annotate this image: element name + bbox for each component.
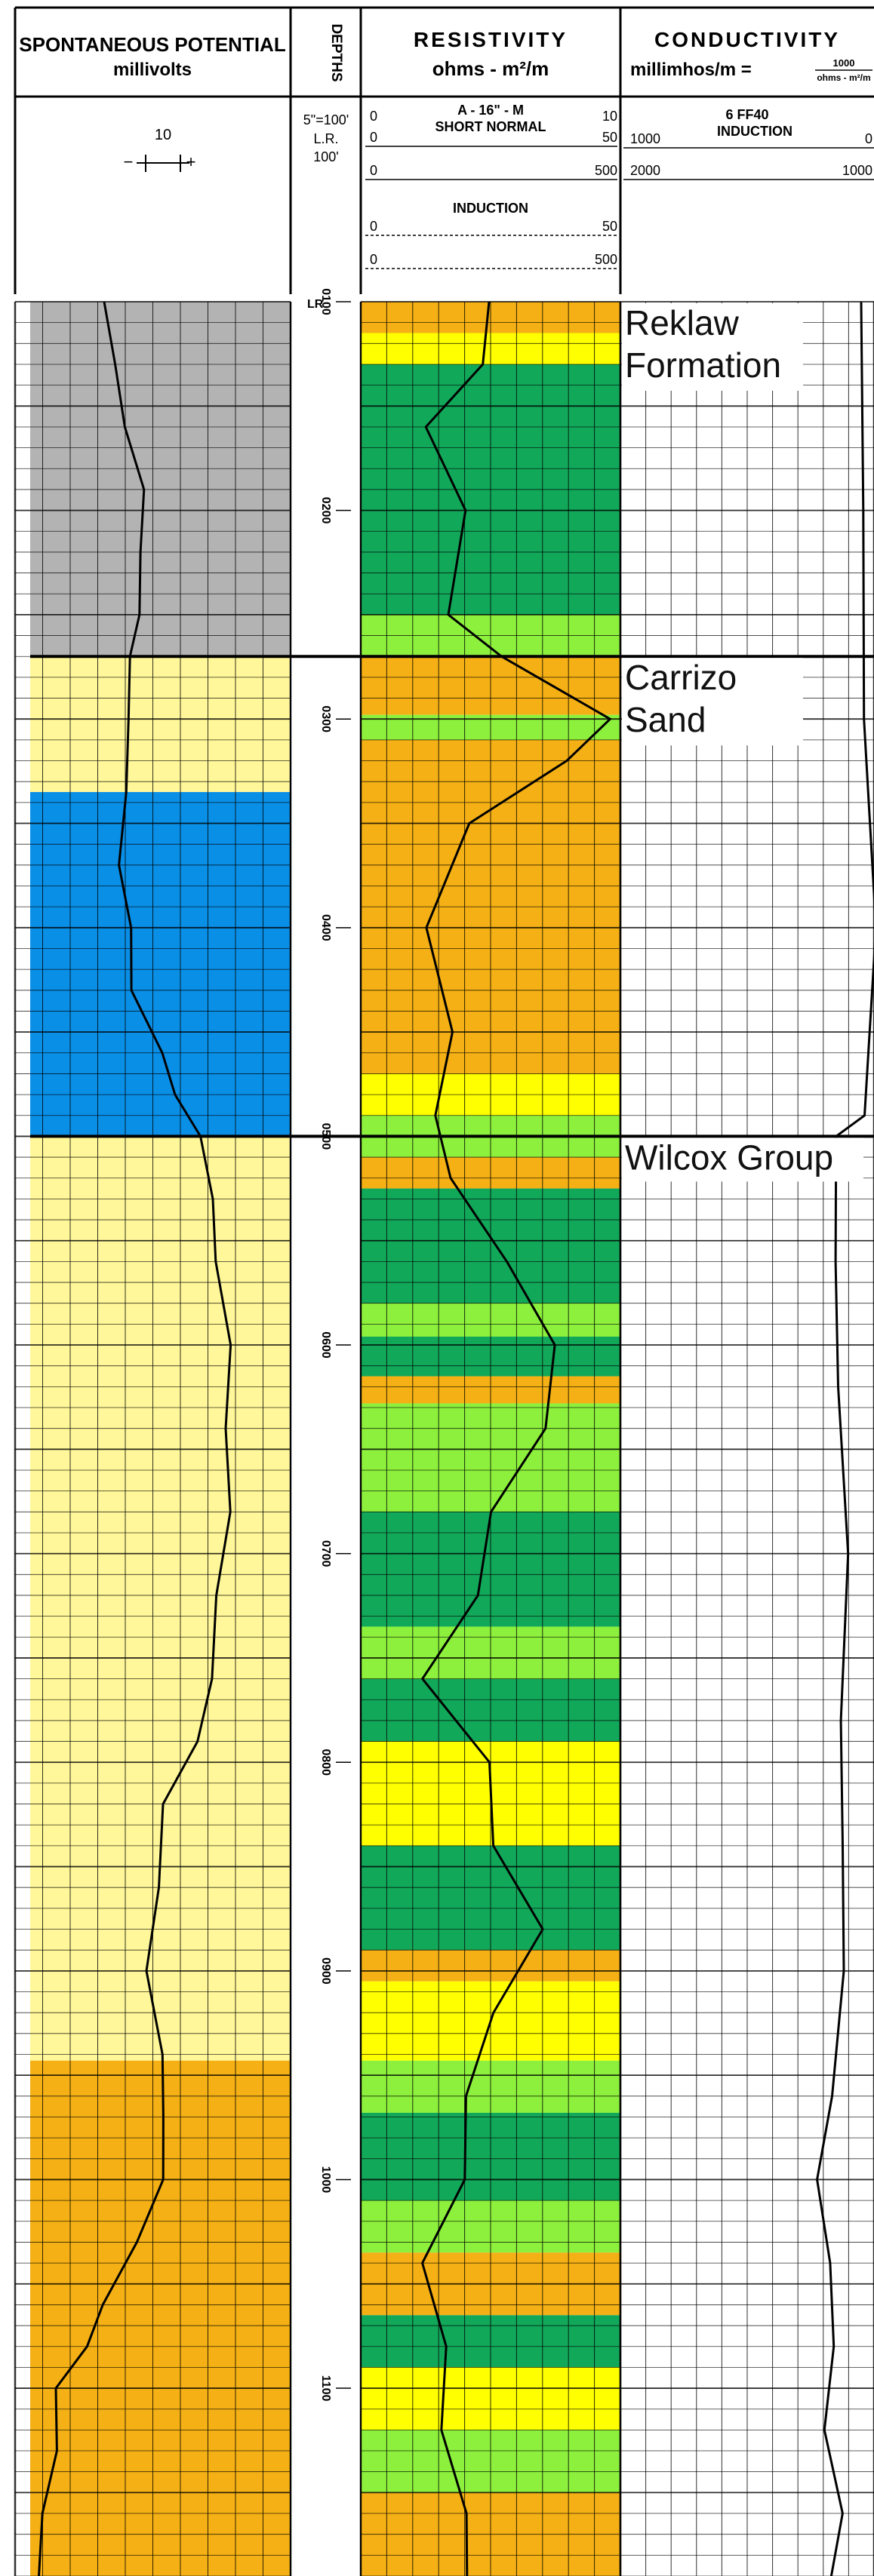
depth-tick-label: 0400: [319, 914, 332, 941]
log-body: LR01000200030004000500060007000800090010…: [14, 288, 874, 2576]
depth-tick-label: 1100: [319, 2375, 332, 2402]
depths-title: DEPTHS: [328, 23, 344, 81]
formation-boundaries: [30, 655, 874, 1138]
formation-name-line2: Formation: [625, 345, 781, 385]
depth-tick-label: 0700: [319, 1540, 332, 1567]
sp-lithology-shading: [30, 302, 291, 2576]
track-grids: [14, 301, 874, 2576]
depth-tick-label: 0300: [319, 705, 332, 732]
conductivity-frac-num: 1000: [833, 57, 855, 69]
log-curves: [38, 301, 874, 2576]
res-scale-10: 10: [602, 109, 617, 124]
resistivity-curve-label: A - 16" - M: [457, 103, 524, 118]
depth-tick-label: 0100: [319, 288, 332, 315]
formation-label-bg: [622, 658, 803, 746]
res-scale-left-2: 0: [370, 130, 377, 145]
formation-name: Wilcox Group: [625, 1138, 833, 1177]
cond-scale-1000: 1000: [630, 131, 660, 146]
sp-shading-band: [30, 302, 291, 657]
res-scale-50: 50: [602, 130, 617, 145]
formation-label-bg: [622, 1138, 863, 1182]
conductivity-curve-code: 6 FF40: [725, 107, 768, 122]
depths-scale: 5"=100': [303, 112, 349, 127]
sp-shading-band: [30, 2060, 291, 2576]
log-header: SPONTANEOUS POTENTIAL millivolts 10 − + …: [0, 0, 874, 294]
sp-shading-band: [30, 656, 291, 793]
sp-unit: millivolts: [113, 60, 192, 80]
formation-name: Carrizo: [625, 658, 737, 697]
sp-title: SPONTANEOUS POTENTIAL: [19, 33, 286, 56]
conductivity-title: CONDUCTIVITY: [654, 28, 840, 51]
conductivity-frac-den: ohms - m²/m: [817, 72, 870, 83]
sp-shading-band: [30, 792, 291, 1137]
depth-tick-label: 0200: [319, 497, 332, 524]
conductivity-curve: [816, 301, 874, 2576]
induction-label: INDUCTION: [453, 201, 528, 216]
sp-plus: +: [186, 152, 196, 171]
res-scale-500: 500: [595, 163, 617, 178]
ind-scale-50: 50: [602, 219, 617, 234]
ind-scale-500: 500: [595, 252, 617, 267]
conductivity-unit: millimhos/m =: [630, 60, 752, 80]
depth-track: LR01000200030004000500060007000800090010…: [307, 288, 351, 2402]
conductivity-curve-type: INDUCTION: [717, 124, 792, 139]
res-scale-left-3: 0: [370, 163, 377, 178]
depths-lr-value: 100': [313, 149, 338, 164]
depths-lr: L.R.: [313, 131, 338, 146]
sp-curve: [38, 301, 232, 2576]
ind-scale-left-2: 0: [370, 252, 377, 267]
ind-scale-left-1: 0: [370, 219, 377, 234]
resistivity-unit: ohms - m²/m: [432, 57, 549, 80]
res-scale-left-1: 0: [370, 109, 377, 124]
formation-name-line2: Sand: [625, 700, 706, 739]
cond-scale-0: 0: [865, 131, 872, 146]
sp-scale-value: 10: [155, 127, 171, 143]
cond-scale-2000: 2000: [630, 163, 660, 178]
depth-tick-label: 0800: [319, 1749, 332, 1776]
formation-label-bg: [622, 303, 803, 391]
depth-tick-label: 0600: [319, 1331, 332, 1359]
resistivity-curve: [421, 301, 611, 2576]
depth-tick-label: 1000: [319, 2166, 332, 2194]
cond-scale-1000-right: 1000: [842, 163, 872, 178]
formation-name: Reklaw: [625, 303, 740, 342]
sp-minus: −: [124, 152, 134, 171]
sp-scale-bar: [137, 155, 189, 172]
resistivity-curve-type: SHORT NORMAL: [435, 119, 546, 134]
sp-shading-band: [30, 1136, 291, 2061]
resistivity-title: RESISTIVITY: [414, 28, 568, 51]
depth-start-label: LR: [307, 298, 324, 311]
depth-tick-label: 0900: [319, 1957, 332, 1985]
